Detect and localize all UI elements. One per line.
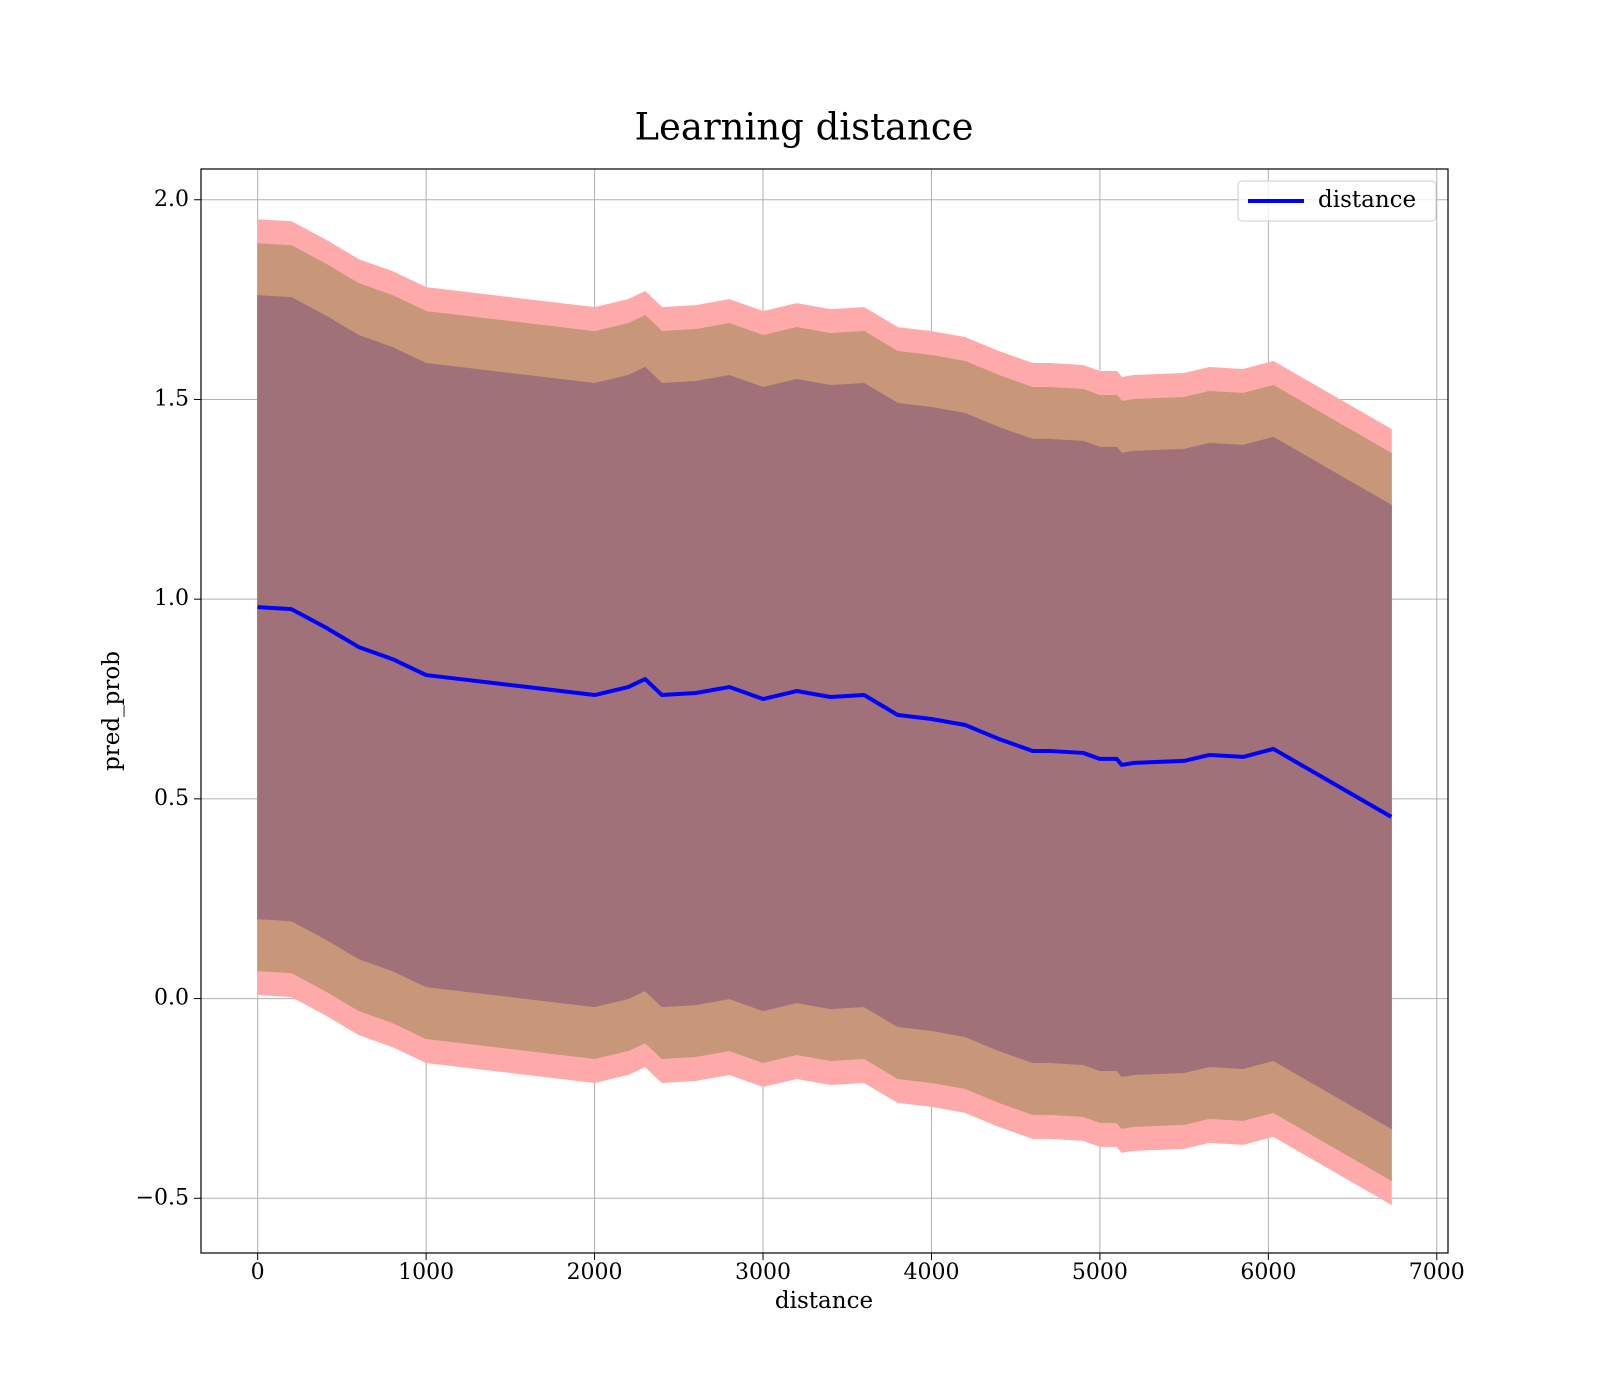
x-tick-label: 7000 xyxy=(1409,1260,1465,1285)
y-tick-label: 2.0 xyxy=(154,187,189,212)
x-tick-label: 0 xyxy=(251,1260,265,1285)
y-axis-label: pred_prob xyxy=(99,651,125,771)
data-line xyxy=(257,605,1393,819)
x-tick-label: 5000 xyxy=(1072,1260,1128,1285)
x-tick-label: 6000 xyxy=(1240,1260,1296,1285)
x-tick-label: 3000 xyxy=(735,1260,791,1285)
y-tick-label: 1.5 xyxy=(154,386,189,411)
legend: distance xyxy=(1237,180,1437,222)
band xyxy=(257,295,1392,1130)
y-tick-label: 0.0 xyxy=(154,986,189,1011)
chart-title: Learning distance xyxy=(634,106,973,149)
legend-box xyxy=(1237,180,1437,222)
x-tick-label: 4000 xyxy=(903,1260,959,1285)
plot-area xyxy=(257,219,1393,1206)
x-axis-label: distance xyxy=(775,1288,873,1314)
x-tick-label: 2000 xyxy=(567,1260,623,1285)
legend-label: distance xyxy=(1318,187,1416,213)
y-tick-label: 1.0 xyxy=(154,586,189,611)
axes-frame xyxy=(200,168,1449,1254)
y-tick-label: 0.5 xyxy=(154,786,189,811)
x-tick-label: 1000 xyxy=(398,1260,454,1285)
y-tick-label: −0.5 xyxy=(136,1185,189,1210)
